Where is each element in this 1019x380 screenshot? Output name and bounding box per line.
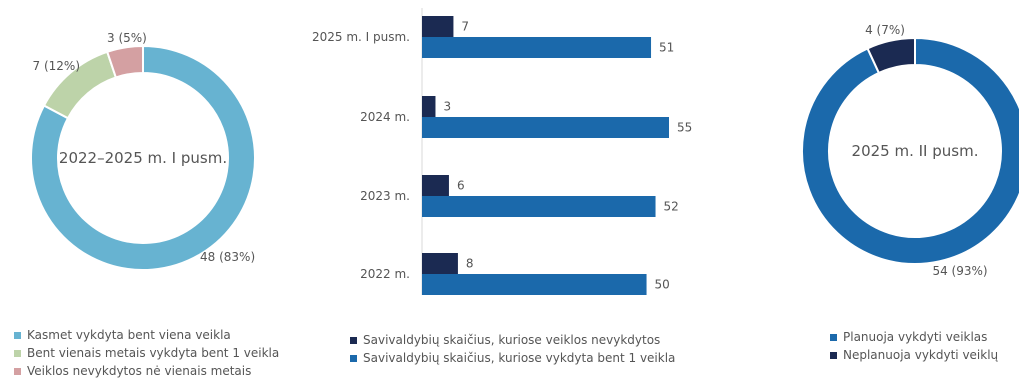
slice-data-label: 3 (5%)	[107, 31, 147, 45]
slice-data-label: 54 (93%)	[932, 264, 987, 278]
legend-entry: Savivaldybių skaičius, kuriose vykdyta b…	[350, 349, 675, 367]
donut-slice	[105, 44, 144, 79]
bar-chart-municipalities: 2025 m. I pusm. 7 51 2024 m. 3 55 2023 m. 6 52 20…	[312, 8, 692, 295]
donut-center-label: 2025 m. II pusm.	[852, 142, 979, 160]
bar-not-active	[422, 175, 449, 196]
bar-data-label: 3	[443, 100, 451, 114]
bar-active	[422, 274, 647, 295]
category-tick-label: 2022 m.	[360, 267, 410, 281]
bar-active	[422, 196, 656, 217]
legend-entry: Kasmet vykdyta bent viena veikla	[14, 326, 279, 344]
bar-not-active	[422, 96, 436, 117]
bar-data-label: 8	[466, 257, 474, 271]
legend-swatch	[830, 351, 837, 359]
bar-data-label: 50	[655, 278, 670, 292]
donut-chart-2025-h2: 54 (93%) 4 (7%) 2025 m. II pusm.	[801, 23, 1019, 278]
legend-label: Bent vienais metais vykdyta bent 1 veikl…	[27, 346, 280, 360]
category-tick-label: 2025 m. I pusm.	[312, 30, 410, 44]
bar-data-label: 6	[457, 179, 465, 193]
slice-data-label: 7 (12%)	[33, 59, 80, 73]
legend-donut-1: Kasmet vykdyta bent viena veikla Bent vie…	[14, 326, 279, 380]
legend-label: Kasmet vykdyta bent viena veikla	[27, 328, 231, 342]
legend-entry: Savivaldybių skaičius, kuriose veiklos n…	[350, 331, 675, 349]
legend-swatch	[14, 367, 21, 375]
bar-data-label: 7	[461, 20, 469, 34]
bar-data-label: 51	[659, 41, 674, 55]
legend-swatch	[350, 336, 357, 344]
bar-not-active	[422, 253, 458, 274]
bar-data-label: 55	[677, 121, 692, 135]
legend-swatch	[350, 354, 357, 362]
legend-entry: Planuoja vykdyti veiklas	[830, 328, 998, 346]
legend-entry: Neplanuoja vykdyti veiklų	[830, 346, 998, 364]
legend-swatch	[14, 331, 21, 339]
donut-slice	[30, 44, 256, 271]
legend-donut-2: Planuoja vykdyti veiklas Neplanuoja vykdy…	[830, 328, 998, 364]
bar-active	[422, 37, 652, 58]
legend-entry: Veiklos nevykdytos nė vienais metais	[14, 362, 279, 380]
category-tick-label: 2024 m.	[360, 110, 410, 124]
donut-chart-2022-2025: 48 (83%) 7 (12%) 3 (5%) 2022–2025 m. I pusm…	[30, 31, 256, 271]
donut-slice	[801, 36, 1019, 265]
legend-label: Neplanuoja vykdyti veiklų	[843, 348, 999, 362]
bar-active	[422, 117, 669, 138]
legend-label: Savivaldybių skaičius, kuriose veiklos n…	[363, 333, 661, 347]
bar-data-label: 52	[664, 200, 679, 214]
donut-slice	[866, 36, 916, 75]
slice-data-label: 48 (83%)	[200, 250, 255, 264]
legend-label: Savivaldybių skaičius, kuriose vykdyta b…	[363, 351, 676, 365]
legend-bar-chart: Savivaldybių skaičius, kuriose veiklos n…	[350, 331, 675, 367]
legend-swatch	[830, 333, 837, 341]
category-tick-label: 2023 m.	[360, 189, 410, 203]
bar-not-active	[422, 16, 454, 37]
legend-label: Veiklos nevykdytos nė vienais metais	[27, 364, 252, 378]
legend-entry: Bent vienais metais vykdyta bent 1 veikl…	[14, 344, 279, 362]
donut-center-label: 2022–2025 m. I pusm.	[59, 149, 227, 167]
slice-data-label: 4 (7%)	[865, 23, 905, 37]
legend-label: Planuoja vykdyti veiklas	[843, 330, 988, 344]
legend-swatch	[14, 349, 21, 357]
